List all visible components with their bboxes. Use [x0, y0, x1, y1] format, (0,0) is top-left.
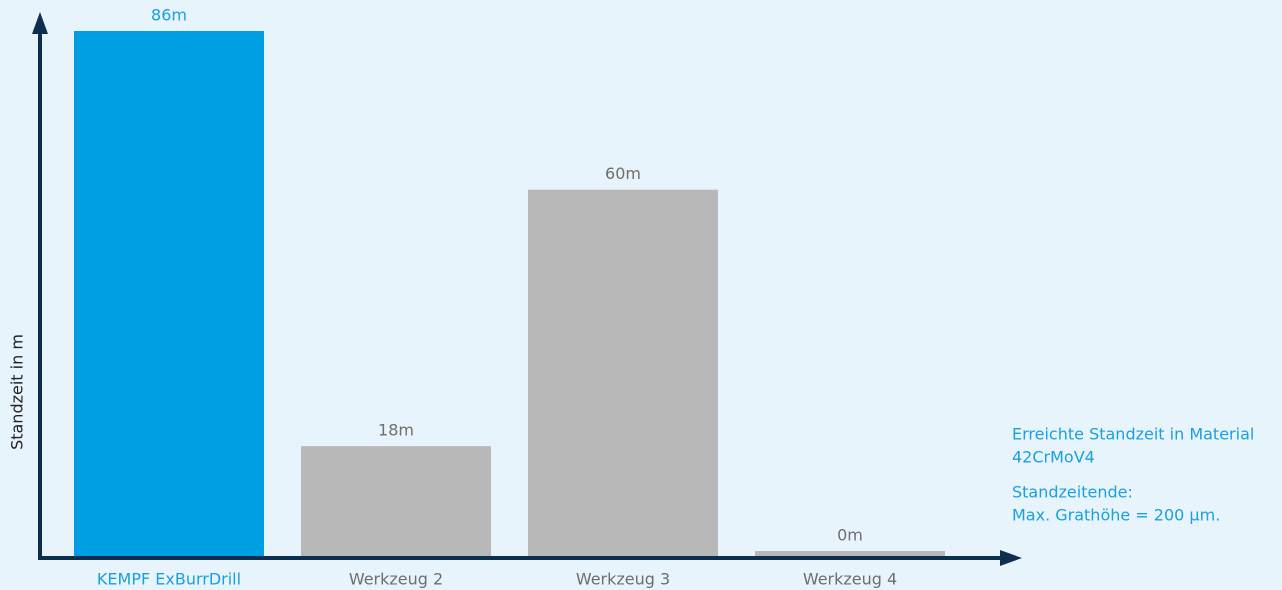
annotation: 42CrMoV4 — [1012, 448, 1095, 467]
annotation: Max. Grathöhe = 200 µm. — [1012, 506, 1220, 525]
y-axis-arrow — [32, 12, 48, 34]
value-label: 0m — [837, 526, 863, 545]
bar — [301, 446, 491, 556]
x-axis-arrow — [1000, 550, 1022, 566]
bar — [755, 551, 945, 556]
x-tick-label: KEMPF ExBurrDrill — [97, 570, 241, 589]
x-tick-label: Werkzeug 2 — [349, 570, 443, 589]
bar — [528, 189, 718, 556]
x-tick-label: Werkzeug 3 — [576, 570, 670, 589]
y-axis-label: Standzeit in m — [8, 334, 27, 450]
value-label: 60m — [605, 164, 641, 183]
annotation: Standzeitende: — [1012, 483, 1133, 502]
value-label: 18m — [378, 421, 414, 440]
bar — [74, 31, 264, 556]
annotation: Erreichte Standzeit in Material — [1012, 425, 1254, 444]
value-label: 86m — [151, 6, 187, 25]
x-tick-label: Werkzeug 4 — [803, 570, 897, 589]
